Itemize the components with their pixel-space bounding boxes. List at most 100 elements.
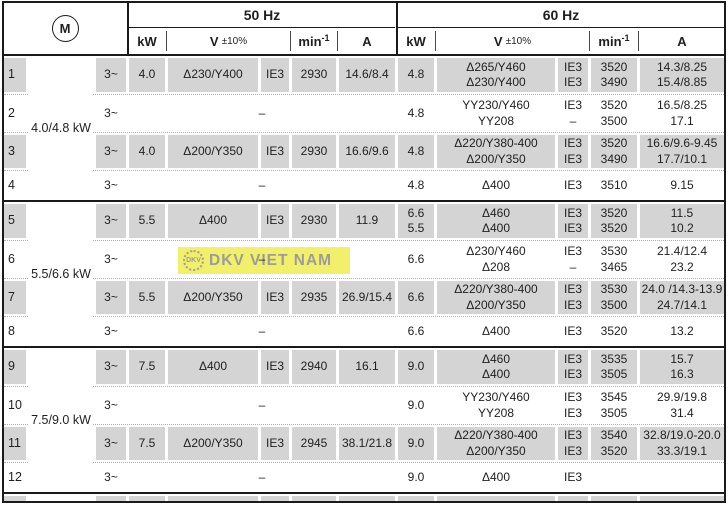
efficiency-cell-50hz: IE3	[261, 204, 289, 238]
phase-cell: 3~	[104, 323, 118, 338]
voltage-cell-60hz: YY230/Y460 YY208	[462, 390, 530, 420]
efficiency-cell-50hz: IE3	[261, 350, 289, 384]
col-header-kw-60hz: kW	[406, 33, 426, 49]
voltage-cell-50hz: Δ200/Y350	[168, 281, 258, 314]
kw-cell-60hz: 4.8	[398, 135, 434, 168]
voltage-cell-60hz: YY230/Y460 YY208	[462, 98, 530, 128]
efficiency-cell-60hz: IE3 IE3	[558, 427, 588, 460]
speed-cell-60hz: 3530 3500	[591, 281, 637, 314]
row-number: 6	[8, 251, 15, 266]
row-number: 5	[4, 204, 26, 238]
current-cell-60hz: 9.15	[670, 177, 694, 192]
power-group-3: 7.5/9.0 kW 9 3~ 7.5 Δ400 IE3 2940 16.1 9…	[4, 346, 724, 492]
table-row: 7 3~ 5.5 Δ200/Y350 IE3 2935 26.9/15.4 6.…	[4, 278, 724, 316]
current-cell-60hz: 21.4/12.4 23.2	[656, 244, 708, 274]
dash-cell-50hz: –	[258, 251, 266, 266]
voltage-cell-60hz: Δ400	[481, 177, 511, 192]
row-number: 10	[8, 397, 22, 412]
current-cell-50hz: 14.6/8.4	[339, 58, 395, 92]
efficiency-cell-60hz: IE3 –	[563, 244, 582, 274]
table-row: 5 3~ 5.5 Δ400 IE3 2930 11.9 6.6 5.5 Δ460…	[4, 202, 724, 240]
table-header: M 50 Hz kW V ±10% min -1 A 60 Hz kW V ±10% …	[4, 3, 724, 56]
current-cell-60hz	[640, 465, 724, 490]
voltage-cell-60hz: Δ230/Y460 Δ208	[466, 244, 526, 274]
speed-cell-60hz: 3510	[600, 177, 628, 192]
col-header-current-50hz: A	[337, 28, 395, 54]
kw-cell-50hz: 7.5	[129, 350, 165, 384]
table-row: 10 3~ – 9.0 YY230/Y460 YY208 IE3 IE3 354…	[4, 386, 724, 424]
kw-cell-60hz: 9.0	[407, 397, 425, 412]
efficiency-cell-60hz: IE3 IE3	[558, 58, 588, 92]
row-number: 9	[4, 350, 26, 384]
col-header-speed-60hz: min -1	[589, 28, 637, 54]
phase-cell: 3~	[96, 427, 126, 460]
efficiency-cell-50hz: IE3	[261, 427, 289, 460]
speed-cell-50hz: 2930	[292, 58, 336, 92]
speed-cell-60hz: 3520	[600, 323, 628, 338]
table-row: 4 3~ – 4.8 Δ400 IE3 3510 9.15	[4, 170, 724, 200]
efficiency-cell-60hz: IE3	[563, 177, 582, 192]
dash-cell-50hz: –	[258, 397, 266, 412]
efficiency-cell-60hz: IE3 IE3	[558, 281, 588, 314]
voltage-cell-60hz: Δ400	[481, 323, 511, 338]
efficiency-cell-60hz: IE3 IE3	[558, 350, 588, 384]
speed-cell-60hz: 3520 3490	[591, 135, 637, 168]
motor-symbol: M	[59, 21, 71, 36]
efficiency-cell-50hz: IE3	[261, 281, 289, 314]
phase-cell: 3~	[96, 135, 126, 168]
row-number: 3	[4, 135, 26, 168]
kw-cell-60hz: 4.8	[398, 58, 434, 92]
current-cell-60hz: 16.5/8.25 17.1	[656, 98, 708, 128]
dash-cell-50hz: –	[258, 469, 266, 484]
motor-icon: M	[51, 15, 79, 42]
kw-cell-50hz: 7.5	[129, 427, 165, 460]
phase-cell: 3~	[104, 105, 118, 120]
dkv-logo-icon: DKV	[183, 250, 204, 271]
power-group-2: 5.5/6.6 kW DKV DKV VIET NAM 5 3~ 5.5 Δ40…	[4, 200, 724, 346]
col-header-speed-50hz: min -1	[290, 28, 336, 54]
dash-cell-50hz: –	[258, 177, 266, 192]
phase-cell: 3~	[104, 397, 118, 412]
phase-cell: 3~	[96, 281, 126, 314]
group-label: 7.5/9.0 kW	[29, 348, 93, 492]
table-row: 1 3~ 4.0 Δ230/Y400 IE3 2930 14.6/8.4 4.8…	[4, 56, 724, 94]
phase-cell: 3~	[104, 469, 118, 484]
speed-cell-60hz	[591, 465, 637, 490]
current-cell-60hz: 16.6/9.6-9.45 17.7/10.1	[640, 135, 724, 168]
current-cell-60hz: 29.9/19.8 31.4	[656, 390, 708, 420]
watermark-text: DKV VIET NAM	[209, 251, 333, 269]
row-number: 11	[4, 427, 26, 460]
speed-cell-60hz: 3520 3520	[591, 204, 637, 238]
col-header-voltage-50hz: V ±10%	[166, 28, 289, 54]
voltage-cell-50hz: Δ200/Y350	[168, 427, 258, 460]
speed-cell-50hz: 2945	[292, 427, 336, 460]
current-cell-60hz: 13.2	[670, 323, 694, 338]
kw-cell-50hz: 4.0	[129, 135, 165, 168]
speed-cell-60hz: 3545 3505	[600, 390, 628, 420]
table-row: 8 3~ – 6.6 Δ400 IE3 3520 13.2	[4, 316, 724, 346]
col-header-current-60hz: A	[638, 28, 724, 54]
efficiency-cell-60hz: IE3 IE3	[558, 135, 588, 168]
row-number: 4	[8, 177, 15, 192]
voltage-cell-50hz: Δ400	[168, 350, 258, 384]
voltage-cell-50hz: Δ400	[168, 204, 258, 238]
speed-cell-60hz: 3520 3500	[600, 98, 628, 128]
power-group-1: 4.0/4.8 kW 1 3~ 4.0 Δ230/Y400 IE3 2930 1…	[4, 56, 724, 200]
kw-cell-60hz: 4.8	[407, 177, 425, 192]
current-cell-50hz: 16.6/9.6	[339, 135, 395, 168]
current-cell-50hz: 11.9	[339, 204, 395, 238]
phase-cell: 3~	[96, 58, 126, 92]
efficiency-cell-50hz: IE3	[261, 135, 289, 168]
kw-cell-60hz: 9.0	[398, 427, 434, 460]
current-cell-50hz: 16.1	[339, 350, 395, 384]
voltage-cell-50hz: Δ230/Y400	[168, 58, 258, 92]
current-cell-60hz: 32.8/19.0-20.0 33.3/19.1	[640, 427, 724, 460]
phase-cell: 3~	[96, 204, 126, 238]
section-title-50hz: 50 Hz	[129, 3, 395, 28]
kw-cell-60hz: 6.6	[407, 251, 425, 266]
phase-cell: 3~	[104, 251, 118, 266]
kw-cell-60hz: 9.0	[398, 350, 434, 384]
table-row: 3 3~ 4.0 Δ200/Y350 IE3 2930 16.6/9.6 4.8…	[4, 132, 724, 170]
kw-cell-60hz: 6.6 5.5	[398, 204, 434, 238]
dkv-watermark: DKV DKV VIET NAM	[178, 247, 350, 274]
